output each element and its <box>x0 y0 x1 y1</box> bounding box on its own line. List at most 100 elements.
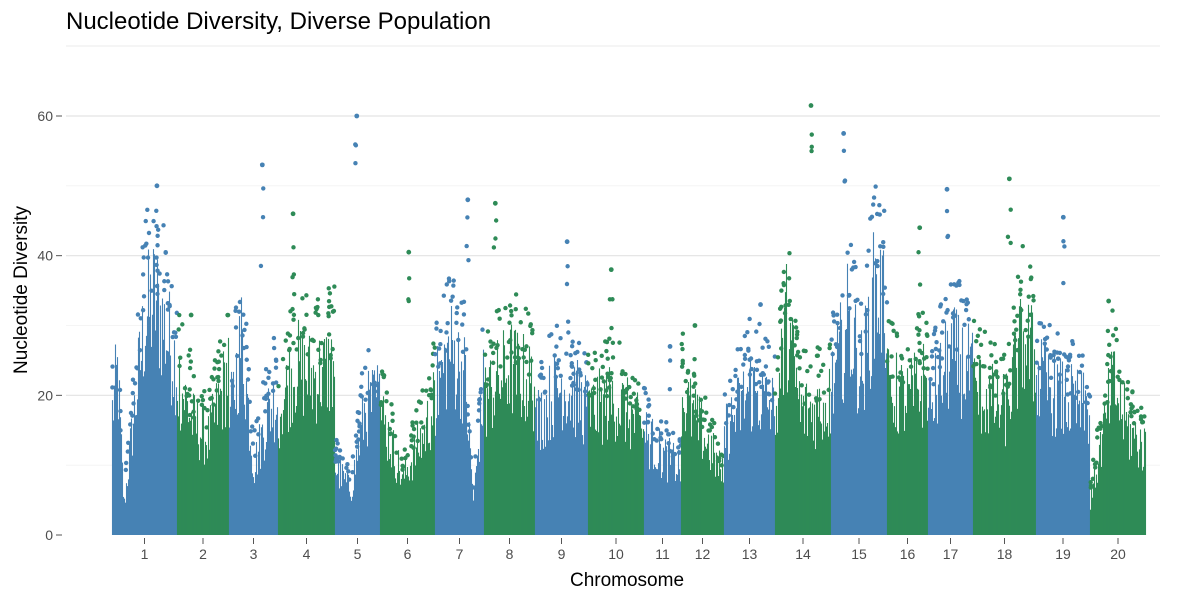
data-point <box>370 382 376 387</box>
data-point <box>988 385 993 390</box>
data-point <box>1029 275 1034 280</box>
data-point <box>331 308 337 314</box>
data-point <box>506 339 512 345</box>
data-point <box>680 346 685 352</box>
data-point <box>898 370 903 375</box>
data-point <box>512 355 518 360</box>
data-point <box>191 373 197 379</box>
data-point <box>848 242 854 248</box>
data-point <box>781 269 787 275</box>
data-point <box>513 307 518 312</box>
data-point <box>403 455 408 461</box>
data-point <box>429 395 434 401</box>
data-point <box>421 425 426 430</box>
peak-point <box>1006 176 1012 182</box>
data-point <box>1107 342 1112 348</box>
data-point <box>686 395 692 400</box>
x-axis-title: Chromosome <box>570 570 684 591</box>
data-point <box>873 184 878 189</box>
data-point <box>982 364 987 369</box>
data-point <box>797 355 803 360</box>
data-point <box>165 279 171 284</box>
data-point <box>886 319 891 324</box>
data-point <box>480 327 485 332</box>
data-point <box>569 344 575 349</box>
data-point <box>1018 279 1024 284</box>
data-point <box>948 282 954 287</box>
data-point <box>448 298 454 303</box>
data-point <box>864 263 870 268</box>
data-point <box>244 357 249 362</box>
data-point <box>937 364 943 370</box>
data-point <box>696 418 702 423</box>
data-point <box>934 339 939 345</box>
data-point <box>189 399 195 404</box>
data-point <box>1061 280 1066 286</box>
data-point <box>842 179 847 184</box>
data-point <box>693 381 698 386</box>
data-point <box>766 379 771 384</box>
data-point <box>630 404 636 409</box>
data-point <box>664 420 669 425</box>
data-point <box>258 263 264 269</box>
data-point <box>389 402 394 407</box>
data-point <box>182 386 188 391</box>
data-point <box>464 347 469 352</box>
data-point <box>270 381 276 386</box>
data-point <box>291 340 296 346</box>
data-point <box>444 282 449 287</box>
data-point <box>813 396 819 401</box>
data-point <box>851 265 856 270</box>
data-point <box>169 283 174 289</box>
data-point <box>916 250 921 255</box>
data-point <box>137 347 143 353</box>
data-point <box>1094 427 1100 433</box>
data-point <box>1077 369 1083 375</box>
data-point <box>468 455 474 460</box>
data-point <box>772 391 778 396</box>
data-point <box>1067 352 1073 358</box>
y-tick-label: 40 <box>37 248 53 264</box>
data-point <box>1073 395 1078 401</box>
data-point <box>406 298 411 304</box>
data-point <box>1057 380 1062 385</box>
data-point <box>855 297 860 303</box>
data-point <box>118 428 123 433</box>
data-point <box>691 393 696 398</box>
chromosome-2-points <box>176 312 231 535</box>
data-point <box>717 456 722 461</box>
data-point <box>538 372 544 377</box>
data-point <box>669 449 675 454</box>
chart-title: Nucleotide Diversity, Diverse Population <box>66 8 492 35</box>
data-point <box>202 405 207 411</box>
data-point <box>366 348 371 353</box>
data-point <box>805 368 810 374</box>
data-point <box>610 340 616 346</box>
data-point <box>666 432 672 437</box>
data-point <box>187 365 193 371</box>
data-point <box>698 397 704 403</box>
data-point <box>982 329 988 334</box>
data-point <box>485 377 491 382</box>
data-point <box>252 428 257 433</box>
data-point <box>524 344 529 349</box>
data-point <box>610 355 616 360</box>
data-point <box>419 420 424 425</box>
data-point <box>795 329 800 335</box>
data-point <box>390 411 395 416</box>
data-point <box>155 227 161 232</box>
data-point <box>216 359 221 364</box>
data-point <box>809 148 814 154</box>
data-point <box>605 371 610 376</box>
data-point <box>450 294 455 299</box>
data-point <box>1057 372 1062 377</box>
data-point <box>730 386 735 392</box>
data-point <box>260 214 266 220</box>
data-point <box>735 347 740 352</box>
data-point <box>505 355 510 360</box>
chromosome-12-points <box>679 323 726 535</box>
data-point <box>1098 420 1103 426</box>
data-point <box>164 272 170 277</box>
data-point <box>253 453 258 458</box>
x-tick-label: 2 <box>199 546 207 562</box>
